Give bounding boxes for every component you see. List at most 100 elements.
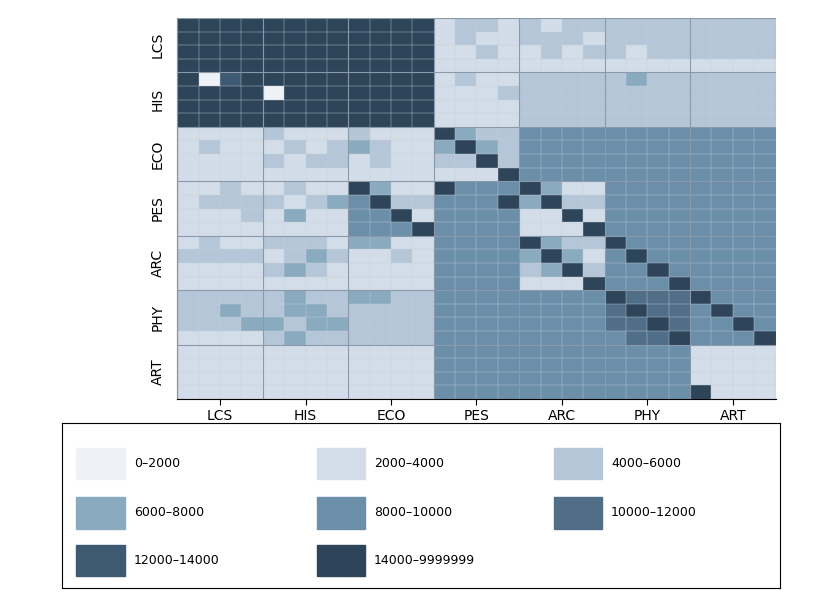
Bar (220, 86, 242, 100)
Bar (562, 209, 583, 222)
Bar (626, 100, 648, 113)
Bar (220, 372, 242, 385)
Bar (263, 73, 284, 86)
Bar (562, 86, 583, 100)
Bar (455, 32, 477, 45)
Bar (284, 195, 305, 208)
Bar (305, 154, 327, 167)
Bar (583, 100, 605, 113)
Bar (391, 209, 412, 222)
Bar (434, 181, 455, 195)
Bar (177, 45, 199, 59)
Bar (434, 73, 455, 86)
Bar (711, 304, 733, 317)
Bar (648, 331, 669, 344)
Bar (583, 154, 605, 167)
Bar (370, 32, 391, 45)
Bar (754, 100, 776, 113)
Bar (177, 195, 199, 208)
Bar (519, 100, 540, 113)
Bar (669, 236, 690, 250)
Bar (434, 209, 455, 222)
Bar (242, 113, 263, 127)
Bar (669, 154, 690, 167)
Bar (370, 290, 391, 304)
Bar (605, 372, 626, 385)
Bar (519, 304, 540, 317)
Bar (626, 209, 648, 222)
Bar (754, 372, 776, 385)
Text: ARC: ARC (151, 249, 165, 277)
Bar (412, 236, 434, 250)
Bar (562, 127, 583, 140)
Bar (540, 209, 562, 222)
Bar (669, 140, 690, 154)
Bar (305, 222, 327, 236)
Bar (690, 127, 711, 140)
Bar (540, 304, 562, 317)
Bar (305, 181, 327, 195)
Bar (348, 127, 370, 140)
Bar (477, 317, 497, 331)
Bar (199, 195, 220, 208)
Bar (711, 113, 733, 127)
Bar (497, 181, 519, 195)
Bar (305, 304, 327, 317)
Bar (690, 222, 711, 236)
Bar (477, 290, 497, 304)
Bar (305, 45, 327, 59)
Bar (669, 385, 690, 399)
Bar (497, 344, 519, 358)
Bar (733, 344, 754, 358)
Bar (540, 18, 562, 32)
Bar (455, 140, 477, 154)
Bar (669, 86, 690, 100)
Bar (305, 127, 327, 140)
Bar (540, 195, 562, 208)
Bar (327, 250, 348, 263)
Bar (327, 358, 348, 372)
Bar (177, 18, 199, 32)
Bar (690, 86, 711, 100)
Bar (327, 73, 348, 86)
Bar (412, 167, 434, 181)
Bar (327, 385, 348, 399)
Bar (220, 344, 242, 358)
Bar (370, 222, 391, 236)
Bar (370, 385, 391, 399)
Bar (177, 344, 199, 358)
Bar (562, 154, 583, 167)
Bar (177, 331, 199, 344)
Bar (477, 32, 497, 45)
Bar (669, 113, 690, 127)
Bar (412, 385, 434, 399)
Bar (263, 59, 284, 73)
Bar (583, 127, 605, 140)
Bar (242, 331, 263, 344)
Bar (370, 331, 391, 344)
Bar (434, 304, 455, 317)
Bar (412, 100, 434, 113)
Bar (434, 263, 455, 277)
Bar (434, 127, 455, 140)
Bar (391, 358, 412, 372)
Bar (477, 181, 497, 195)
Bar (497, 154, 519, 167)
Bar (242, 100, 263, 113)
Bar (669, 127, 690, 140)
Bar (626, 127, 648, 140)
Bar (605, 32, 626, 45)
Bar (348, 222, 370, 236)
Bar (605, 113, 626, 127)
Bar (605, 331, 626, 344)
Bar (391, 236, 412, 250)
Bar (562, 304, 583, 317)
Bar (220, 167, 242, 181)
Bar (455, 209, 477, 222)
Bar (391, 140, 412, 154)
Bar (412, 331, 434, 344)
Bar (754, 236, 776, 250)
Bar (711, 263, 733, 277)
Bar (626, 263, 648, 277)
Bar (199, 86, 220, 100)
